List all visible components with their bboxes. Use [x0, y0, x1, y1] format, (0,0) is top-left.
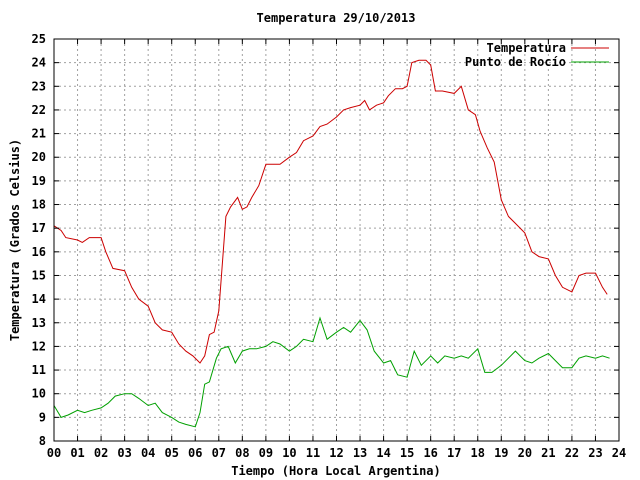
x-tick-label: 21 — [541, 446, 555, 460]
x-tick-label: 17 — [447, 446, 461, 460]
y-tick-label: 9 — [39, 410, 46, 424]
y-axis-label: Temperatura (Grados Celsius) — [8, 139, 22, 341]
y-tick-label: 23 — [32, 79, 46, 93]
x-axis-label: Tiempo (Hora Local Argentina) — [231, 464, 441, 478]
x-tick-label: 04 — [141, 446, 155, 460]
y-tick-label: 21 — [32, 127, 46, 141]
x-tick-label: 06 — [188, 446, 202, 460]
y-tick-label: 14 — [32, 292, 46, 306]
x-tick-label: 05 — [164, 446, 178, 460]
y-tick-label: 10 — [32, 387, 46, 401]
x-tick-label: 08 — [235, 446, 249, 460]
x-tick-label: 10 — [282, 446, 296, 460]
y-tick-label: 20 — [32, 150, 46, 164]
y-tick-label: 16 — [32, 245, 46, 259]
x-tick-label: 12 — [329, 446, 343, 460]
x-tick-label: 24 — [612, 446, 626, 460]
x-tick-label: 16 — [423, 446, 437, 460]
x-tick-label: 23 — [588, 446, 602, 460]
y-tick-label: 13 — [32, 316, 46, 330]
chart-title: Temperatura 29/10/2013 — [257, 11, 416, 25]
y-tick-label: 17 — [32, 221, 46, 235]
legend: Temperatura Punto de Rocío — [465, 41, 609, 69]
x-tick-label: 09 — [259, 446, 273, 460]
series-line-1 — [53, 316, 610, 428]
y-tick-label: 18 — [32, 198, 46, 212]
y-tick-label: 15 — [32, 268, 46, 282]
legend-label-temperatura: Temperatura — [487, 41, 566, 55]
x-tick-label: 20 — [518, 446, 532, 460]
x-tick-label: 13 — [353, 446, 367, 460]
legend-label-punto-de-rocio: Punto de Rocío — [465, 55, 566, 69]
x-tick-label: 02 — [94, 446, 108, 460]
y-tick-label: 22 — [32, 103, 46, 117]
x-tick-label: 14 — [376, 446, 390, 460]
y-tick-label: 11 — [32, 363, 46, 377]
y-tick-label: 8 — [39, 434, 46, 448]
series-line-0 — [53, 59, 608, 364]
series-lines — [53, 59, 610, 428]
x-tick-label: 15 — [400, 446, 414, 460]
y-tick-label: 24 — [32, 56, 46, 70]
x-tick-label: 11 — [306, 446, 320, 460]
y-tick-label: 25 — [32, 32, 46, 46]
y-tick-label: 12 — [32, 339, 46, 353]
x-tick-label: 18 — [471, 446, 485, 460]
x-tick-label: 00 — [47, 446, 61, 460]
axis-ticks: 8 9 10 11 12 13 14 15 16 17 18 19 20 21 22 23 24 25 00 01 02… — [32, 32, 627, 460]
x-tick-label: 19 — [494, 446, 508, 460]
grid-lines — [54, 39, 619, 441]
x-tick-label: 03 — [117, 446, 131, 460]
x-tick-label: 01 — [70, 446, 84, 460]
x-tick-label: 07 — [212, 446, 226, 460]
x-tick-label: 22 — [565, 446, 579, 460]
y-tick-label: 19 — [32, 174, 46, 188]
